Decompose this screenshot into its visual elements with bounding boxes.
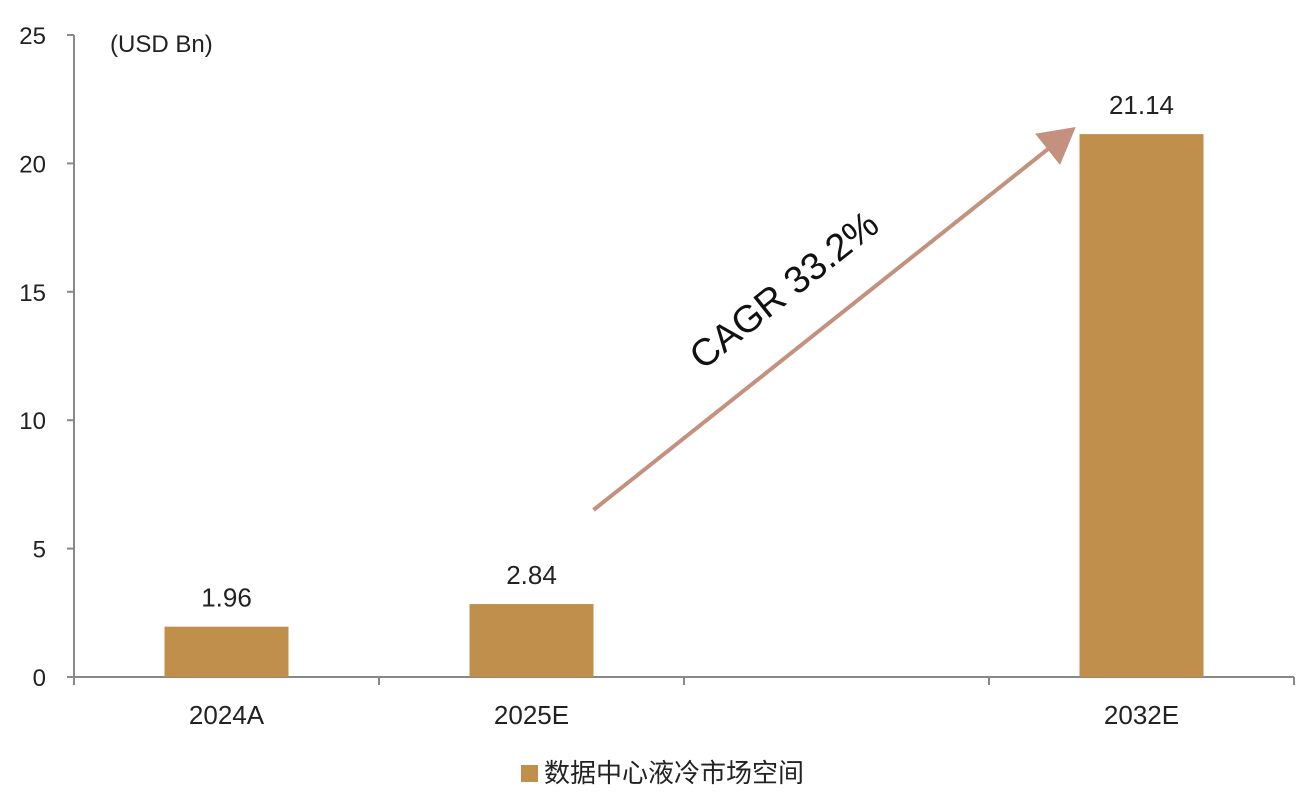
cagr-annotation: CAGR 33.2% (592, 127, 1076, 512)
x-tick-label: 2024A (189, 700, 265, 730)
data-labels-group: 1.96 2.84 21.14 (201, 90, 1174, 613)
y-tick-label: 15 (19, 280, 46, 307)
bar (164, 626, 289, 677)
bar (469, 604, 594, 677)
data-label: 21.14 (1109, 90, 1174, 120)
cagr-arrow (592, 127, 1076, 512)
legend-label: 数据中心液冷市场空间 (544, 758, 804, 788)
legend-swatch (521, 765, 538, 782)
x-tick-label: 2025E (494, 700, 569, 730)
data-label: 1.96 (201, 583, 252, 613)
data-label: 2.84 (506, 560, 557, 590)
y-tick-label: 20 (19, 151, 46, 178)
y-tick-label: 5 (33, 537, 46, 564)
y-tick-label: 25 (19, 23, 46, 50)
y-tick-label: 10 (19, 408, 46, 435)
x-axis: 2024A 2025E 2032E (73, 676, 1295, 730)
unit-label: (USD Bn) (110, 31, 213, 58)
bars-group (164, 134, 1204, 677)
cagr-label: CAGR 33.2% (682, 203, 887, 378)
y-axis: 0 5 10 15 20 25 (19, 23, 75, 692)
y-tick-label: 0 (33, 665, 46, 692)
legend: 数据中心液冷市场空间 (521, 758, 804, 788)
x-tick-label: 2032E (1104, 700, 1179, 730)
bar (1079, 134, 1204, 677)
